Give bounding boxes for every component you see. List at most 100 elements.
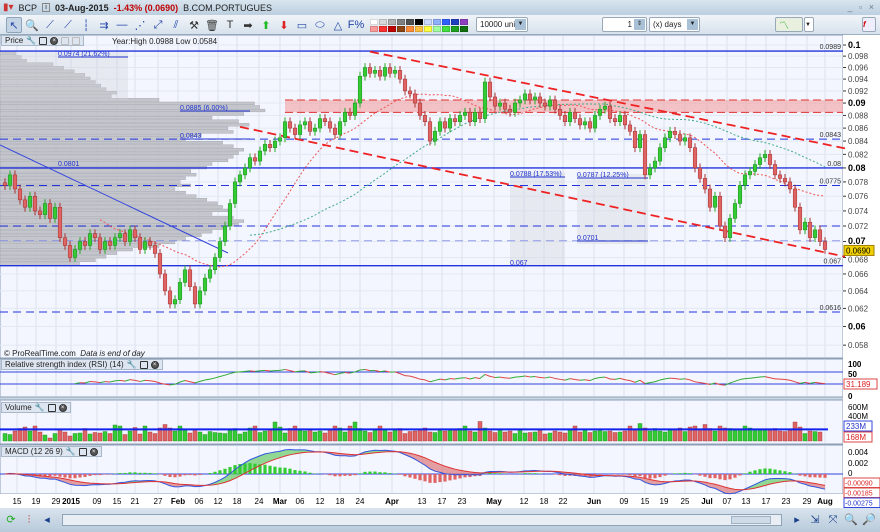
candle-body [492, 96, 498, 107]
color-swatch[interactable] [442, 18, 450, 25]
color-swatch[interactable] [424, 18, 432, 25]
color-swatch[interactable] [424, 25, 432, 32]
arrow-down-icon[interactable]: ⬇ [279, 19, 289, 32]
chevron-down-icon[interactable]: ▼ [687, 19, 698, 30]
zoom-out-icon[interactable]: 🔍 [844, 514, 858, 526]
candle [67, 241, 73, 262]
units-select[interactable]: 10000 units ▼ [476, 17, 528, 32]
window-icon[interactable] [39, 36, 48, 45]
color-swatch[interactable] [379, 25, 387, 32]
color-swatch[interactable] [451, 18, 459, 25]
candle-body [712, 195, 718, 208]
rsi-line-segment [244, 370, 251, 372]
close-icon[interactable]: × [50, 36, 59, 45]
x-tick-label: 23 [458, 497, 467, 506]
parallel-icon[interactable]: ⫽ [173, 18, 179, 31]
indicator-button[interactable]: 〽 [775, 17, 803, 32]
macd-histogram-bar [598, 474, 602, 475]
fit-icon[interactable]: ⤧ [828, 514, 838, 526]
ellipse-icon[interactable]: ⬭ [315, 18, 325, 31]
close-icon[interactable]: × [58, 403, 67, 412]
color-swatch[interactable] [433, 18, 441, 25]
candle [532, 92, 538, 105]
candle [362, 63, 368, 81]
color-swatch[interactable] [442, 25, 450, 32]
color-swatch[interactable] [370, 25, 378, 32]
autoscale-icon[interactable]: ⇲ [810, 514, 820, 526]
candle-body [62, 237, 68, 246]
chevron-down-icon[interactable]: ▼ [515, 19, 526, 30]
fibonacci-icon[interactable]: F% [347, 19, 365, 31]
wrench-icon[interactable]: 🔧 [26, 36, 37, 45]
level-label: 0.0616 [820, 305, 842, 312]
volume-bar [812, 431, 818, 442]
wrench-icon[interactable]: 🔧 [65, 447, 76, 456]
wrench-icon[interactable]: 🔧 [126, 360, 137, 369]
trash-icon[interactable]: 🗑 [205, 19, 219, 32]
candle-body [507, 108, 513, 113]
scroll-right-icon[interactable]: ▸ [794, 514, 800, 526]
tools-icon[interactable]: ⚒ [189, 19, 199, 32]
zoom-icon[interactable]: 🔍 [25, 19, 39, 32]
stepper-icon[interactable]: ⇕ [634, 19, 645, 30]
vertical-line-icon[interactable]: ┆ [82, 19, 90, 32]
pointer-icon[interactable]: ↖ [6, 17, 22, 33]
scroll-left-icon[interactable]: ◂ [44, 514, 50, 526]
wrench-icon[interactable]: 🔧 [34, 403, 45, 412]
indicator-dropdown[interactable]: ▼ [804, 17, 814, 32]
candlestick-icon[interactable]: ▮▾ [3, 2, 14, 13]
color-swatch[interactable] [451, 25, 459, 32]
window-icon[interactable] [47, 403, 56, 412]
color-swatch[interactable] [397, 18, 405, 25]
color-swatch[interactable] [415, 18, 423, 25]
period-value: 1 [627, 20, 632, 29]
probacktest-button[interactable]: f [862, 17, 876, 32]
horizontal-line-icon[interactable]: — [116, 19, 128, 31]
period-unit-select[interactable]: (x) days ▼ [649, 17, 700, 32]
color-swatch[interactable] [460, 25, 468, 32]
color-swatch[interactable] [406, 18, 414, 25]
info-icon[interactable]: i [42, 3, 51, 12]
color-swatch[interactable] [406, 25, 414, 32]
refresh-icon[interactable]: ⟳ [6, 514, 16, 526]
window-icon[interactable] [139, 360, 148, 369]
color-swatch[interactable] [370, 18, 378, 25]
y-tick-label: 0.058 [848, 341, 869, 350]
extended-line-icon[interactable]: ⤢ [153, 18, 163, 31]
period-value-input[interactable]: 1 ⇕ [602, 17, 647, 32]
channel-icon[interactable]: ⇉ [99, 19, 109, 32]
line-icon[interactable]: ⟋ [46, 18, 54, 31]
macd-histogram-bar [748, 471, 752, 474]
symbol[interactable]: BCP [18, 2, 38, 13]
candle [22, 195, 28, 212]
rsi-line-segment [694, 381, 701, 384]
color-swatch[interactable] [433, 25, 441, 32]
rectangle-icon[interactable]: ▭ [296, 19, 308, 32]
close-icon[interactable]: × [89, 447, 98, 456]
arrow-right-icon[interactable]: ➡ [243, 19, 253, 32]
rsi-line-segment [349, 371, 356, 374]
triangle-icon[interactable]: △ [333, 19, 343, 32]
bar-style-icon[interactable]: ⫶ [27, 514, 31, 526]
arrow-up-icon[interactable]: ⬆ [261, 19, 271, 32]
macd-histogram-bar [458, 474, 462, 479]
fan-icon[interactable]: ⋰ [134, 19, 146, 32]
color-swatch[interactable] [379, 18, 387, 25]
volume-bar [717, 425, 723, 442]
horizontal-scrollbar[interactable] [62, 514, 782, 526]
volume-bar [447, 429, 453, 442]
scrollbar-thumb[interactable] [731, 516, 771, 524]
close-icon[interactable]: × [150, 360, 159, 369]
zoom-in-icon[interactable]: 🔎 [862, 514, 876, 526]
color-swatch[interactable] [415, 25, 423, 32]
color-swatch[interactable] [397, 25, 405, 32]
rsi-value-badge [843, 378, 878, 390]
text-icon[interactable]: T [226, 19, 234, 31]
window-controls[interactable]: _ ▫ × [847, 2, 876, 12]
ray-icon[interactable]: ⟋ [64, 18, 72, 31]
color-swatch[interactable] [388, 18, 396, 25]
color-swatch[interactable] [388, 25, 396, 32]
window-icon[interactable] [78, 447, 87, 456]
color-swatch[interactable] [460, 18, 468, 25]
